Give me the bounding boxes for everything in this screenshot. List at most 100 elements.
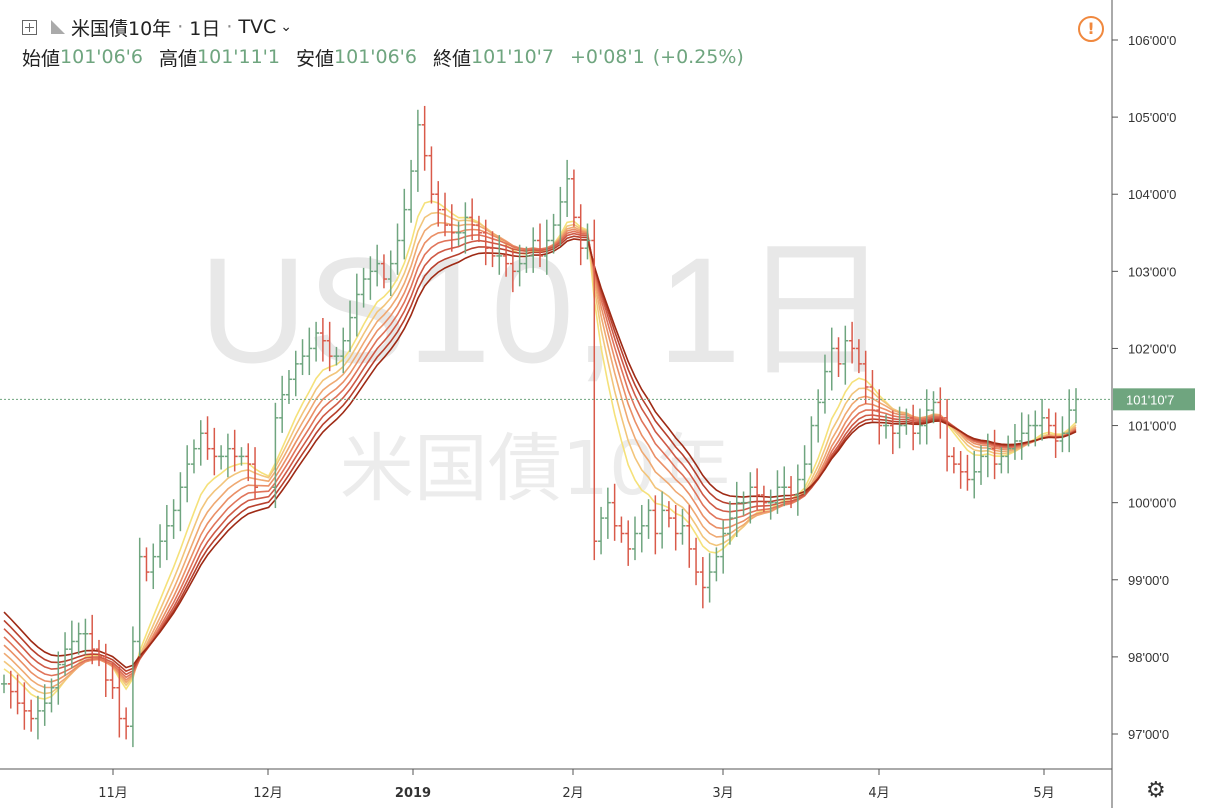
ohlc-bar xyxy=(693,537,700,586)
ohlc-bar xyxy=(333,346,340,366)
ohlc-bar xyxy=(509,248,516,293)
ohlc-bar xyxy=(48,678,55,713)
ohlc-bar xyxy=(34,695,41,740)
symbol-name[interactable]: 米国債10年 xyxy=(71,17,172,40)
ohlc-bars xyxy=(1,105,1079,748)
ohlc-bar xyxy=(706,553,713,603)
price-axis[interactable]: 106'00'0 105'00'0 104'00'0 103'00'0 102'00'0… xyxy=(1112,33,1176,742)
ohlc-bar xyxy=(842,325,849,385)
ohlc-bar xyxy=(475,215,482,243)
ohlc-bar xyxy=(815,389,822,443)
ohlc-bar xyxy=(930,391,937,424)
ohlc-bar xyxy=(611,483,618,541)
ohlc-bar xyxy=(448,204,455,252)
ohlc-bar xyxy=(150,543,157,590)
last-price-tag: 101'10'7 xyxy=(1113,388,1195,411)
ohlc-bar xyxy=(394,223,401,275)
gear-icon[interactable]: ⚙ xyxy=(1146,778,1166,803)
ohlc-bar xyxy=(720,520,727,574)
low-label: 安値 xyxy=(296,47,335,70)
ohlc-bar xyxy=(190,439,197,474)
close-value: 101'10'7 xyxy=(471,46,554,68)
change-value: +0'08'1 xyxy=(570,46,645,68)
ohlc-bar xyxy=(543,219,550,275)
ohlc-bar xyxy=(380,254,387,289)
ohlc-bar xyxy=(625,520,632,566)
ohlc-bar xyxy=(883,414,890,439)
plus-box-icon[interactable] xyxy=(22,19,37,35)
ohlc-bar xyxy=(733,481,740,537)
ohlc-bar xyxy=(252,447,259,499)
high-value: 101'11'1 xyxy=(197,46,280,68)
ohlc-bar xyxy=(808,416,815,474)
ohlc-bar xyxy=(89,614,96,665)
time-tick-label: 3月 xyxy=(712,786,733,801)
source-label[interactable]: TVC xyxy=(238,16,277,38)
ohlc-bar xyxy=(408,159,415,223)
watermark-name: 米国債10年 xyxy=(340,426,730,512)
time-tick-label: 11月 xyxy=(98,786,128,801)
ohlc-bar xyxy=(788,476,795,509)
ohlc-bar xyxy=(7,670,14,709)
ohlc-bar xyxy=(469,198,476,241)
ohlc-bar xyxy=(1073,388,1079,424)
high-label: 高値 xyxy=(159,47,198,70)
ohlc-bar xyxy=(1032,410,1039,447)
ohlc-bar xyxy=(455,221,462,246)
ohlc-bar xyxy=(353,273,360,337)
ohlc-bar xyxy=(1052,412,1059,458)
ohlc-bar xyxy=(428,146,435,204)
ohlc-bar xyxy=(1,674,7,694)
ohlc-bar xyxy=(340,327,347,374)
price-tick-label: 104'00'0 xyxy=(1128,187,1176,202)
ohlc-bar xyxy=(482,219,489,266)
last-price-tag-bg xyxy=(1113,388,1195,411)
ohlc-bar xyxy=(937,387,944,439)
ohlc-bar xyxy=(129,626,136,748)
ohlc-bar xyxy=(224,433,231,478)
ohlc-bar xyxy=(1018,412,1025,460)
ohlc-bar xyxy=(923,389,930,445)
chevron-down-icon[interactable]: ⌄ xyxy=(280,19,292,35)
ohlc-bar xyxy=(950,447,957,474)
price-tick-label: 100'00'0 xyxy=(1128,496,1176,511)
ohlc-bar xyxy=(869,370,876,422)
ohlc-bar xyxy=(319,317,326,362)
flag-icon[interactable] xyxy=(51,20,65,34)
price-tick-label: 101'00'0 xyxy=(1128,419,1176,434)
ohlc-bar xyxy=(489,231,496,268)
time-axis[interactable]: 11月 12月 2019 2月 3月 4月 5月 xyxy=(98,769,1055,801)
ohlc-bar xyxy=(591,219,598,561)
ohlc-bar xyxy=(598,506,605,555)
open-label: 始値 xyxy=(22,47,61,70)
ohlc-bar xyxy=(550,213,557,254)
ohlc-bar xyxy=(41,684,48,726)
ohlc-bar xyxy=(964,454,971,491)
time-tick-label: 12月 xyxy=(253,786,283,801)
ohlc-bar xyxy=(774,470,781,514)
alert-circle-icon[interactable]: ! xyxy=(1078,16,1104,42)
ohlc-bar xyxy=(618,516,625,543)
change-percent: (+0.25%) xyxy=(652,46,744,68)
ohlc-bar xyxy=(760,485,767,512)
ohlc-bar xyxy=(197,420,204,466)
ohlc-bar xyxy=(604,487,611,539)
ohlc-bar xyxy=(143,547,150,582)
ohlc-bar xyxy=(204,416,211,460)
ohlc-bar xyxy=(245,443,252,482)
ohlc-bar xyxy=(991,429,998,480)
ohlc-bar xyxy=(916,408,923,445)
ohlc-bar xyxy=(157,524,164,568)
ohlc-bar xyxy=(896,406,903,449)
time-tick-label: 5月 xyxy=(1033,786,1054,801)
price-tick-label: 98'00'0 xyxy=(1128,650,1169,665)
ohlc-bar xyxy=(421,105,428,171)
time-tick-label: 2月 xyxy=(562,786,583,801)
ohlc-bar xyxy=(279,375,286,433)
ohlc-bar xyxy=(801,445,808,495)
time-tick-label: 2019 xyxy=(395,786,431,801)
ohlc-bar xyxy=(564,159,571,217)
interval-label[interactable]: 1日 xyxy=(189,17,221,40)
ohlc-bar xyxy=(285,370,292,404)
